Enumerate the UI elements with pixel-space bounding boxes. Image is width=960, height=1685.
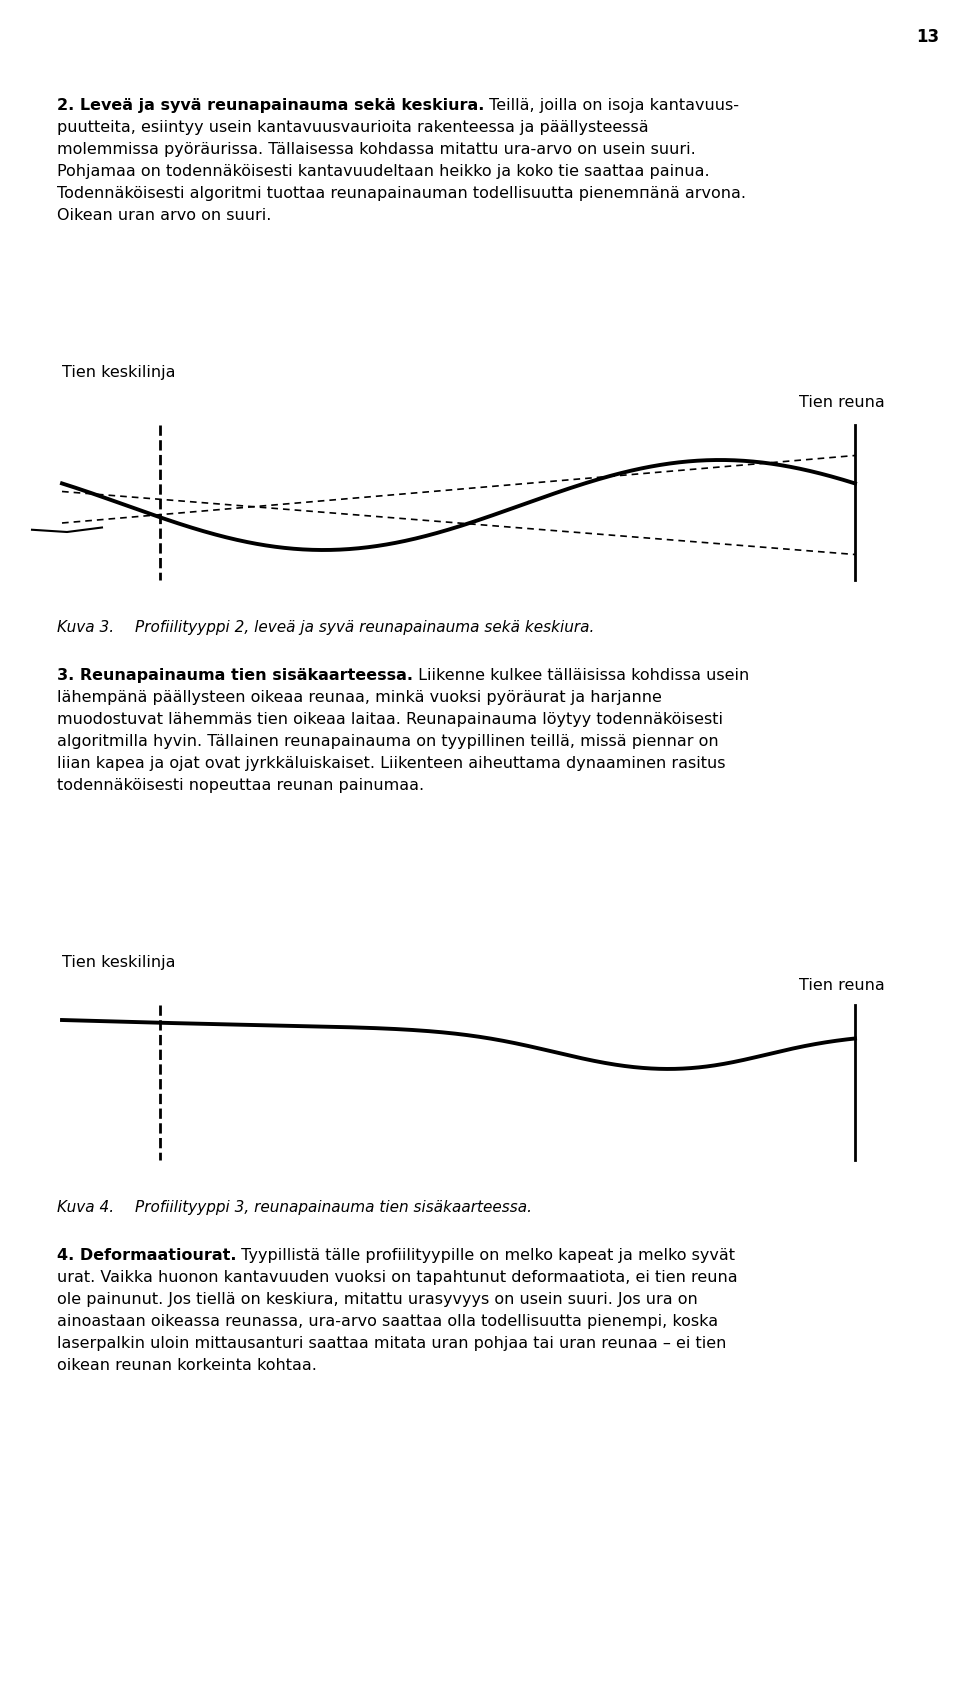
- Text: Pohjamaa on todennäköisesti kantavuudeltaan heikko ja koko tie saattaa painua.: Pohjamaa on todennäköisesti kantavuudelt…: [57, 163, 709, 179]
- Text: 3. Reunapainauma tien sisäkaarteessa.: 3. Reunapainauma tien sisäkaarteessa.: [57, 667, 413, 682]
- Text: laserpalkin uloin mittausanturi saattaa mitata uran pohjaa tai uran reunaa – ei : laserpalkin uloin mittausanturi saattaa …: [57, 1336, 727, 1351]
- Text: Profiilityyppi 2, leveä ja syvä reunapainauma sekä keskiura.: Profiilityyppi 2, leveä ja syvä reunapai…: [135, 620, 594, 635]
- Text: Tien keskilinja: Tien keskilinja: [62, 955, 176, 971]
- Text: Tien reuna: Tien reuna: [800, 977, 885, 992]
- Text: 2. Leveä ja syvä reunapainauma sekä keskiura.: 2. Leveä ja syvä reunapainauma sekä kesk…: [57, 98, 485, 113]
- Text: Tyypillistä tälle profiilityypille on melko kapeat ja melko syvät: Tyypillistä tälle profiilityypille on me…: [236, 1249, 735, 1264]
- Text: todennäköisesti nopeuttaa reunan painumaa.: todennäköisesti nopeuttaa reunan painuma…: [57, 778, 424, 794]
- Text: Kuva 3.: Kuva 3.: [57, 620, 114, 635]
- Text: Tien reuna: Tien reuna: [800, 394, 885, 409]
- Text: liian kapea ja ojat ovat jyrkkäluiskaiset. Liikenteen aiheuttama dynaaminen rasi: liian kapea ja ojat ovat jyrkkäluiskaise…: [57, 757, 726, 772]
- Text: Todennäköisesti algoritmi tuottaa reunapainauman todellisuutta pienemпänä arvona: Todennäköisesti algoritmi tuottaa reunap…: [57, 185, 746, 201]
- Text: molemmissa pyöräurissa. Tällaisessa kohdassa mitattu ura-arvo on usein suuri.: molemmissa pyöräurissa. Tällaisessa kohd…: [57, 142, 696, 157]
- Text: muodostuvat lähemmäs tien oikeaa laitaa. Reunapainauma löytyy todennäköisesti: muodostuvat lähemmäs tien oikeaa laitaa.…: [57, 713, 723, 726]
- Text: urat. Vaikka huonon kantavuuden vuoksi on tapahtunut deformaatiota, ei tien reun: urat. Vaikka huonon kantavuuden vuoksi o…: [57, 1270, 737, 1286]
- Text: oikean reunan korkeinta kohtaa.: oikean reunan korkeinta kohtaa.: [57, 1358, 317, 1373]
- Text: 4. Deformaatiourat.: 4. Deformaatiourat.: [57, 1249, 236, 1264]
- Text: Liikenne kulkee tälläisissa kohdissa usein: Liikenne kulkee tälläisissa kohdissa use…: [413, 667, 749, 682]
- Text: Profiilityyppi 3, reunapainauma tien sisäkaarteessa.: Profiilityyppi 3, reunapainauma tien sis…: [135, 1200, 532, 1215]
- Text: 13: 13: [917, 29, 940, 45]
- Text: puutteita, esiintyy usein kantavuusvaurioita rakenteessa ja päällysteessä: puutteita, esiintyy usein kantavuusvauri…: [57, 120, 649, 135]
- Text: Teillä, joilla on isoja kantavuus-: Teillä, joilla on isoja kantavuus-: [485, 98, 739, 113]
- Text: Tien keskilinja: Tien keskilinja: [62, 366, 176, 381]
- Text: Oikean uran arvo on suuri.: Oikean uran arvo on suuri.: [57, 207, 272, 222]
- Text: ole painunut. Jos tiellä on keskiura, mitattu urasyvyys on usein suuri. Jos ura : ole painunut. Jos tiellä on keskiura, mi…: [57, 1292, 698, 1308]
- Text: ainoastaan oikeassa reunassa, ura-arvo saattaa olla todellisuutta pienempi, kosk: ainoastaan oikeassa reunassa, ura-arvo s…: [57, 1314, 718, 1329]
- Text: Kuva 4.: Kuva 4.: [57, 1200, 114, 1215]
- Text: algoritmilla hyvin. Tällainen reunapainauma on tyypillinen teillä, missä piennar: algoritmilla hyvin. Tällainen reunapaina…: [57, 735, 719, 750]
- Text: lähempänä päällysteen oikeaa reunaa, minkä vuoksi pyöräurat ja harjanne: lähempänä päällysteen oikeaa reunaa, min…: [57, 689, 661, 704]
